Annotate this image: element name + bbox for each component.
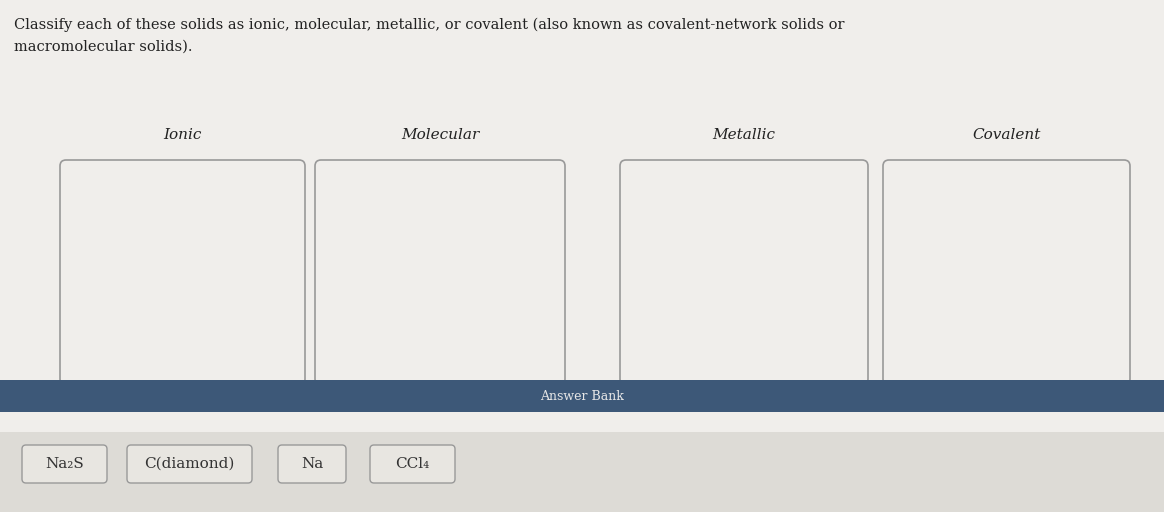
Text: Classify each of these solids as ionic, molecular, metallic, or covalent (also k: Classify each of these solids as ionic, … (14, 18, 845, 32)
FancyBboxPatch shape (22, 445, 107, 483)
Text: Covalent: Covalent (972, 128, 1041, 142)
Text: CCl₄: CCl₄ (396, 457, 430, 471)
Bar (0, 432, 1164, 512)
FancyBboxPatch shape (315, 160, 565, 385)
Text: Ionic: Ionic (163, 128, 201, 142)
FancyBboxPatch shape (278, 445, 346, 483)
Text: Na₂S: Na₂S (45, 457, 84, 471)
FancyBboxPatch shape (61, 160, 305, 385)
FancyBboxPatch shape (883, 160, 1130, 385)
Text: Molecular: Molecular (400, 128, 480, 142)
Text: C(diamond): C(diamond) (144, 457, 235, 471)
Text: Answer Bank: Answer Bank (540, 390, 624, 402)
FancyBboxPatch shape (620, 160, 868, 385)
Text: Metallic: Metallic (712, 128, 775, 142)
Bar (0, 380, 1164, 412)
FancyBboxPatch shape (370, 445, 455, 483)
Text: macromolecular solids).: macromolecular solids). (14, 40, 192, 54)
FancyBboxPatch shape (127, 445, 251, 483)
Text: Na: Na (300, 457, 324, 471)
